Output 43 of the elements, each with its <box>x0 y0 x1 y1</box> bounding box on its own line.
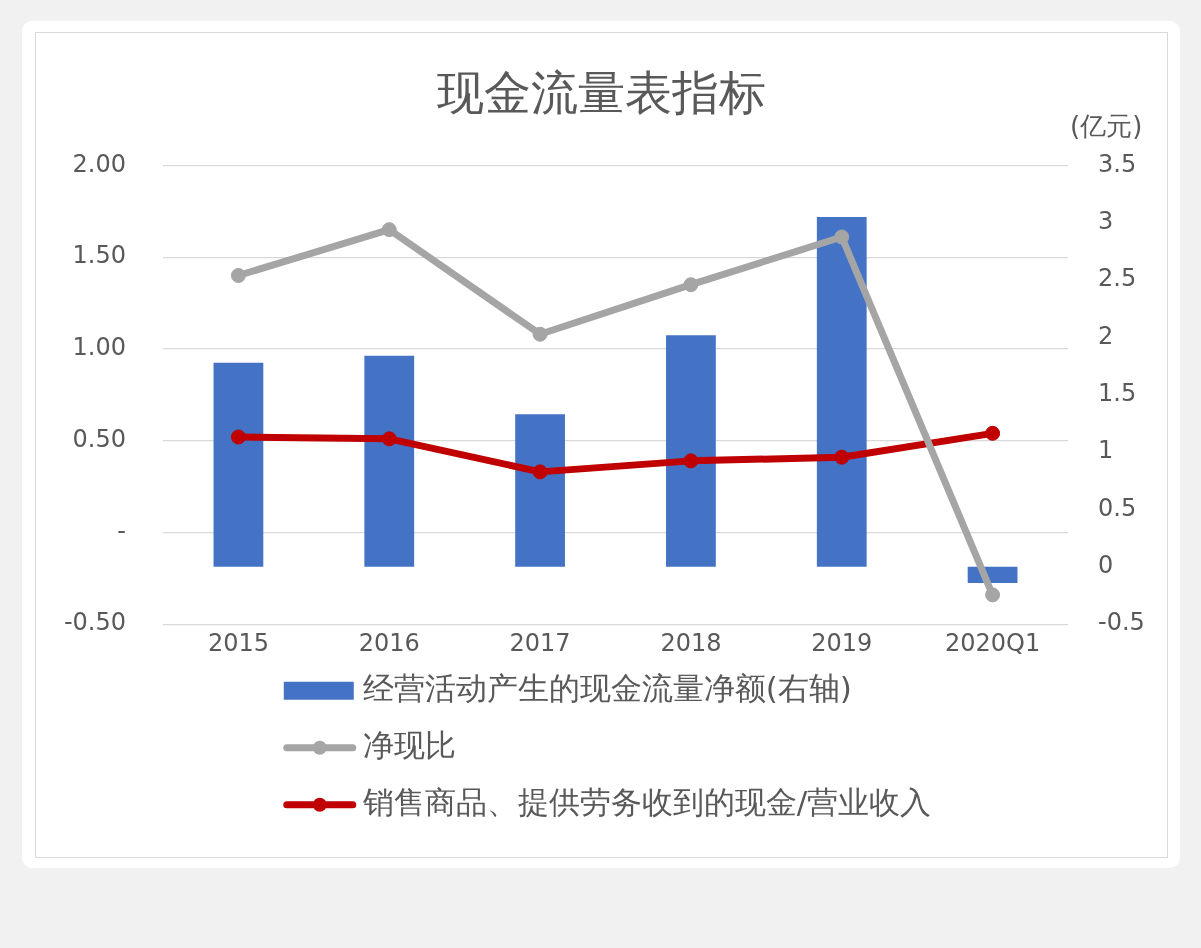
point <box>532 464 548 480</box>
point <box>834 229 850 245</box>
x-tick-label: 2019 <box>811 628 873 657</box>
point <box>985 587 1001 603</box>
bar <box>816 217 867 567</box>
point <box>381 222 397 238</box>
point <box>834 449 850 465</box>
y-tick-label: -0.50 <box>63 608 126 637</box>
x-tick-label: 2020Q1 <box>944 628 1041 657</box>
point <box>683 453 699 469</box>
chart-title: 现金流量表指标 <box>437 65 766 121</box>
y-tick-label: 0.50 <box>72 424 126 453</box>
bar <box>213 362 264 567</box>
y2-tick-label: 2 <box>1098 321 1114 350</box>
y2-tick-label: 1 <box>1098 436 1114 465</box>
y2-tick-label: 1.5 <box>1098 379 1137 408</box>
y2-tick-label: 3 <box>1098 206 1114 235</box>
point <box>985 425 1001 441</box>
x-tick-label: 2015 <box>207 628 269 657</box>
x-tick-label: 2018 <box>660 628 722 657</box>
y-tick-label: 1.00 <box>72 333 126 362</box>
y-tick-label: 2.00 <box>72 149 126 178</box>
legend-label: 销售商品、提供劳务收到的现金/营业收入 <box>361 783 932 820</box>
y2-tick-label: -0.5 <box>1098 608 1145 637</box>
bar <box>666 335 716 567</box>
y2-axis-title: (亿元) <box>1070 111 1143 142</box>
legend-label: 经营活动产生的现金流量净额(右轴) <box>362 669 852 706</box>
point <box>532 326 548 342</box>
y2-tick-label: 3.5 <box>1098 149 1137 178</box>
x-tick-label: 2017 <box>509 628 571 657</box>
point <box>230 429 246 445</box>
bar <box>364 355 415 567</box>
bar <box>515 414 565 567</box>
point <box>230 268 246 284</box>
y2-tick-label: 0 <box>1098 551 1114 580</box>
y-tick-label: 1.50 <box>72 241 126 270</box>
point <box>381 431 397 447</box>
y2-tick-label: 2.5 <box>1098 264 1137 293</box>
x-tick-label: 2016 <box>358 628 420 657</box>
point <box>683 277 699 293</box>
y2-tick-label: 0.5 <box>1098 493 1137 522</box>
legend-label: 净现比 <box>362 726 456 763</box>
y-tick-label: - <box>117 516 126 545</box>
